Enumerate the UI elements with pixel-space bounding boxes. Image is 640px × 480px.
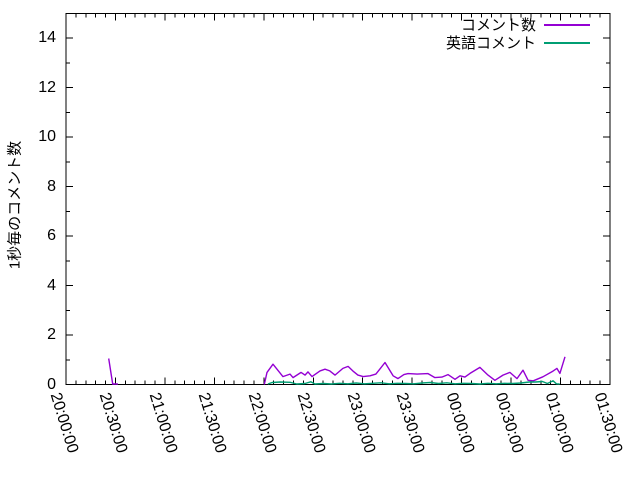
legend-line-sample [544, 23, 590, 26]
y-axis-title: 1秒毎のコメント数 [6, 140, 24, 270]
legend-label: 英語コメント [445, 35, 536, 52]
y-tick-label: 10 [38, 128, 56, 146]
y-tick-label: 4 [47, 276, 56, 294]
plot-border [65, 13, 611, 385]
y-tick-label: 2 [47, 326, 56, 344]
legend-entry: 英語コメント [445, 34, 590, 52]
legend-line-sample [544, 41, 590, 44]
y-tick-label: 12 [38, 78, 56, 96]
y-tick-label: 14 [38, 29, 56, 47]
legend-label: コメント数 [460, 17, 536, 34]
legend-entry: コメント数 [446, 16, 590, 34]
series-line-0 [108, 358, 118, 385]
legend: コメント数 英語コメント [445, 16, 590, 52]
y-tick-label: 8 [47, 177, 56, 195]
y-tick-label: 6 [47, 227, 56, 245]
series-line-0 [263, 356, 566, 385]
series-line-1 [267, 380, 560, 385]
y-tick-label: 0 [47, 375, 56, 393]
